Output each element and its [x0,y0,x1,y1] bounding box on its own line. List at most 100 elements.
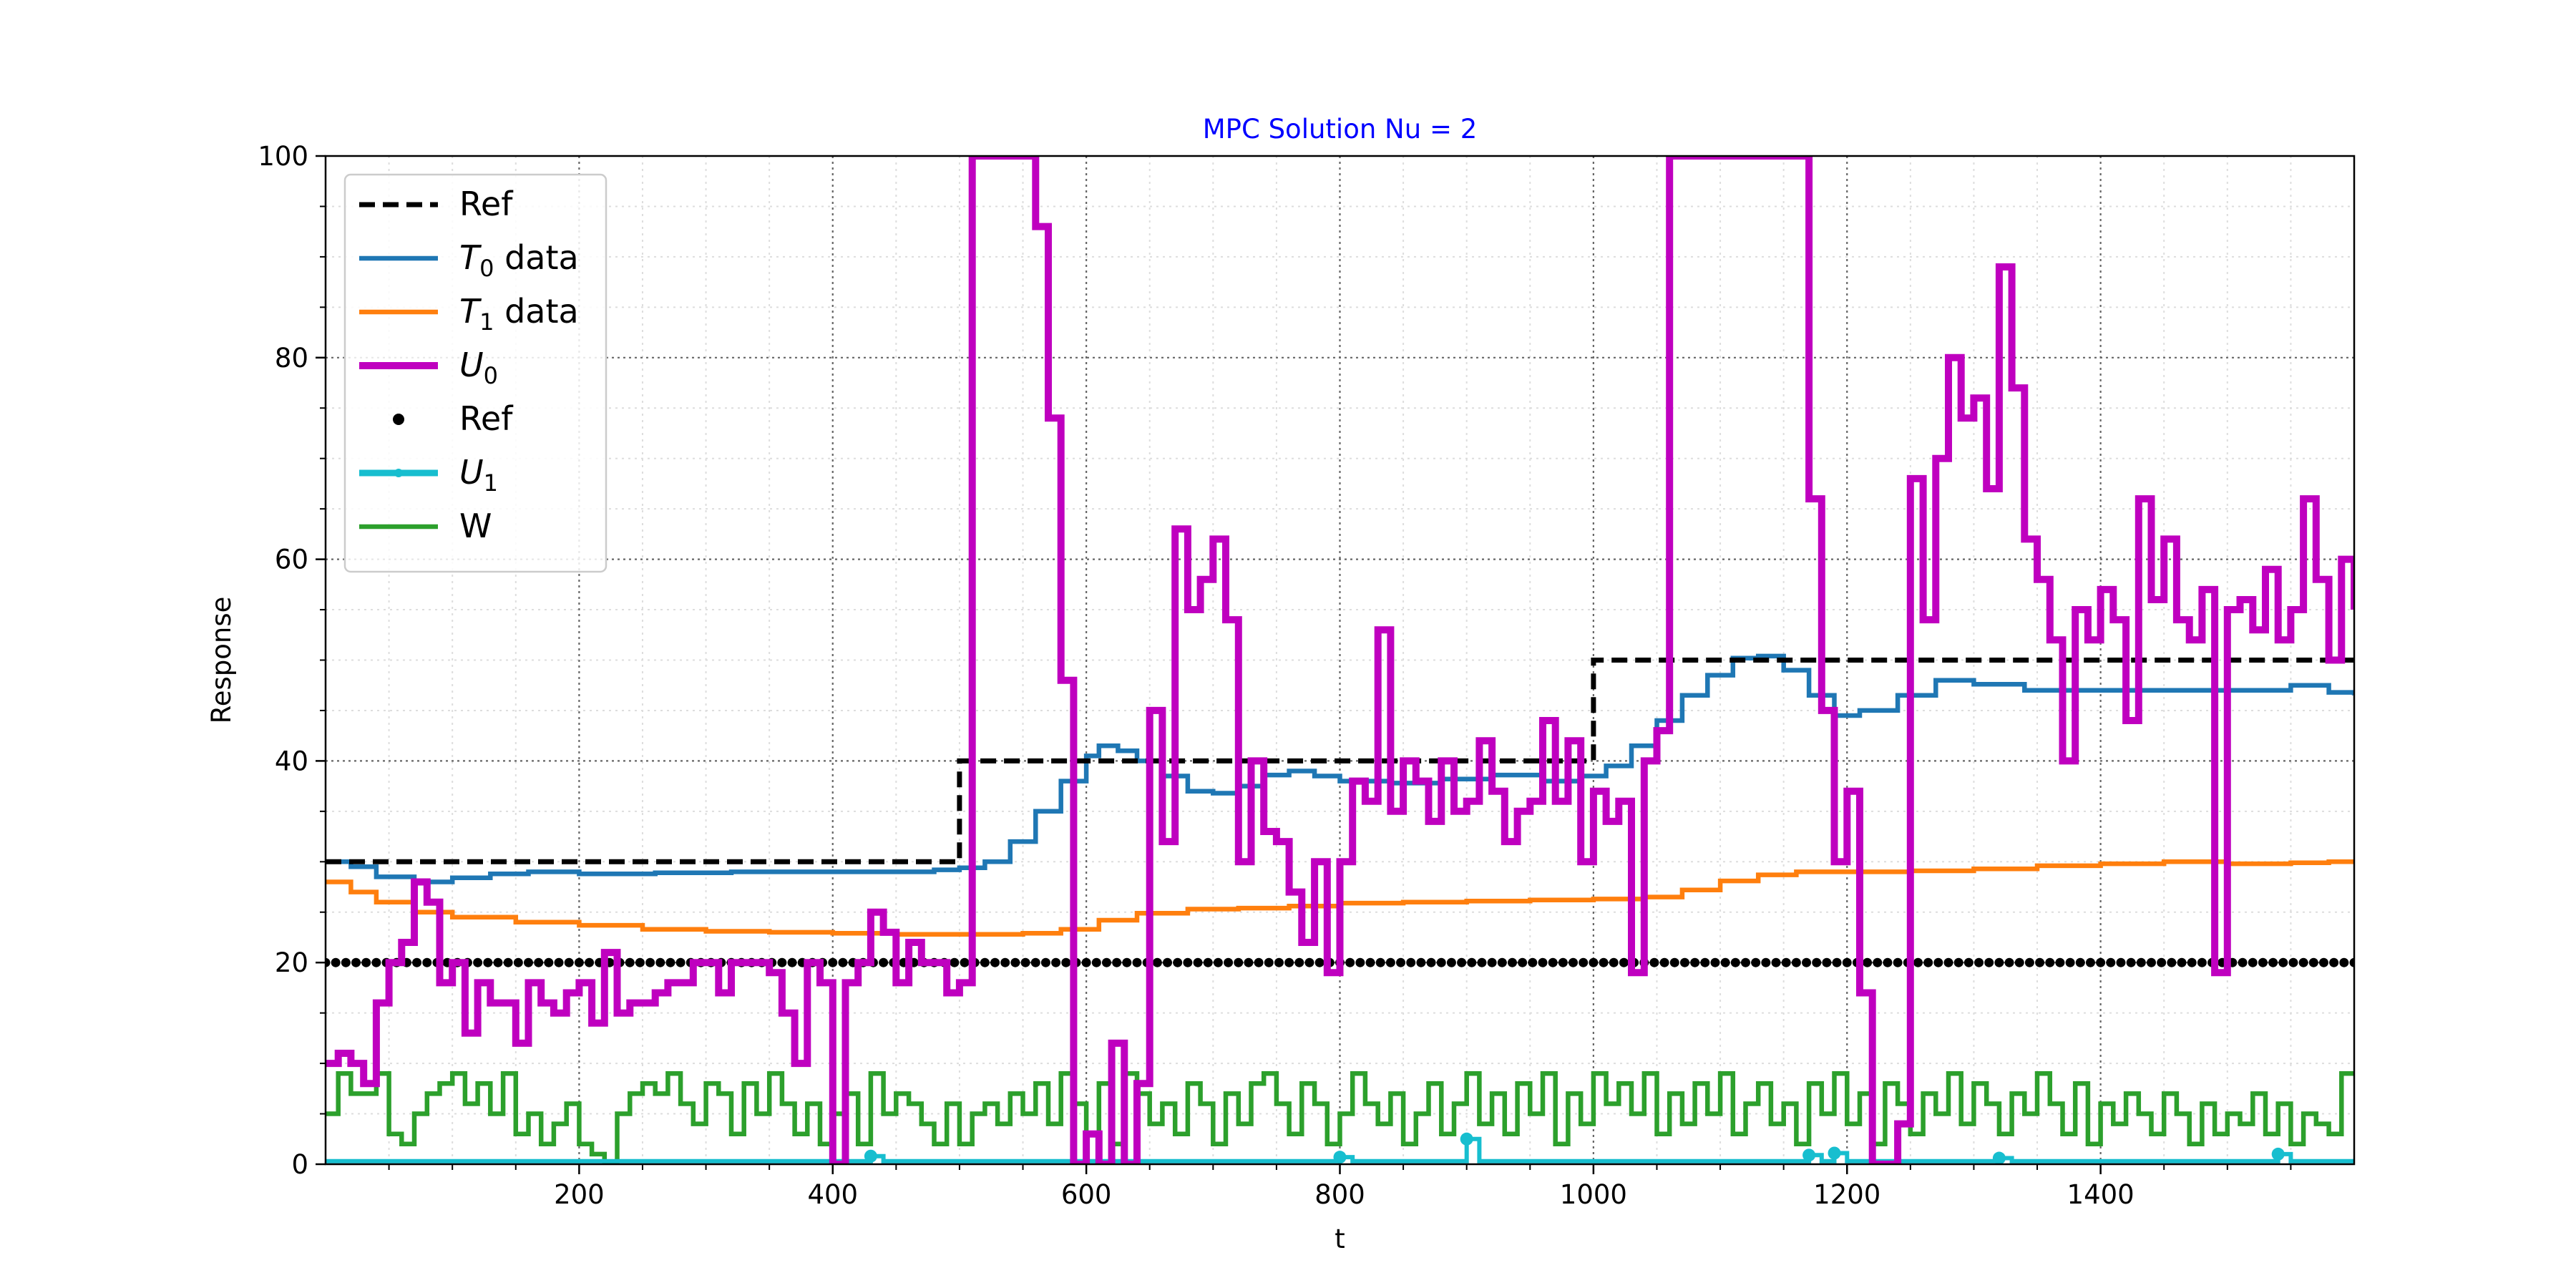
u1-marker [1460,1132,1473,1146]
ref-dot [1913,957,1923,967]
series-line [326,653,2354,884]
ref-dot [1710,957,1720,967]
ref-dot [483,957,493,967]
ref-dot [1030,957,1040,967]
legend-label: U0 [459,346,498,389]
axes: 200 400 600 800 1000 1200 1400 0 20 40 60 80 100 [258,141,2356,1210]
ref-dot [990,957,1000,967]
legend-item: T0 data [359,238,579,282]
ref-dot [585,957,595,967]
ref-dot [1953,957,1963,967]
legend-label: T1 data [459,292,579,336]
ref-dot [1284,957,1294,967]
ref-dot [1558,957,1568,967]
ref-dot [544,957,554,967]
ref-dot [1234,957,1244,967]
ref-dot [1091,957,1101,967]
ref-dot [2308,957,2318,967]
ref-dot [2177,957,2187,967]
ref-dot [1649,957,1659,967]
ref-dot [1741,957,1750,967]
u1-marker [1802,1148,1816,1162]
ref-dot [1700,957,1710,967]
ref-dot [1000,957,1010,967]
ref-dot [2248,957,2258,967]
ref-dot [1355,957,1365,967]
ref-dot [564,957,574,967]
ref-dot [2024,957,2034,967]
ref-dot [1122,957,1132,967]
u1-marker [1992,1151,2006,1164]
ref-dot [1974,957,1984,967]
ref-dot [675,957,686,967]
ref-dot [1061,957,1071,967]
legend-label: T0 data [459,238,579,282]
ref-dot [1720,957,1730,967]
ref-dot [534,957,544,967]
ref-dot [1396,957,1406,967]
legend-label: Ref [459,399,514,438]
ref-dot [2339,957,2349,967]
ref-dot [2085,957,2095,967]
y-tick-label: 60 [275,545,308,575]
legend-marker [394,469,403,477]
ref-dot [1873,957,1883,967]
ref-dot [1224,957,1234,967]
ref-dot [524,957,533,967]
ref-dot [960,957,970,967]
y-tick-label: 80 [275,343,308,374]
ref-dot [1365,957,1375,967]
ref-dot [2187,957,2197,967]
ref-dot [1040,957,1050,967]
ref-dot [1477,957,1487,967]
y-tick-label: 0 [291,1149,308,1180]
ref-dot [1751,957,1761,967]
ref-dot [1304,957,1314,967]
x-tick-label: 1200 [1813,1179,1880,1210]
x-tick-label: 600 [1061,1179,1112,1210]
ref-dot [2065,957,2075,967]
ref-dot [1568,957,1579,967]
ref-dot [513,957,523,967]
ref-dot [371,957,381,967]
plot-area [326,156,2354,1164]
ref-dot [1679,957,1689,967]
ref-dot [1081,957,1091,967]
ref-dot [2136,957,2146,967]
ref-dot [1863,957,1873,967]
ref-dot [1619,957,1629,967]
x-tick-label: 200 [554,1179,605,1210]
y-axis-label: Response [206,597,237,724]
ref-dot [1923,957,1933,967]
ref-dot [2329,957,2339,967]
ref-dot [980,957,990,967]
ref-dot [1528,957,1538,967]
y-tick-label: 20 [275,947,308,978]
ref-dot [1467,957,1477,967]
ref-dot [2278,957,2288,967]
u1-marker [1828,1146,1841,1160]
series-w [326,1070,2354,1164]
ref-dot [1152,957,1162,967]
ref-dot [1254,957,1264,967]
ref-dot [879,957,889,967]
ref-dot [554,957,564,967]
x-tick-label: 1000 [1560,1179,1627,1210]
ref-dot [1771,957,1781,967]
ref-dot [635,957,645,967]
ref-dot [1761,957,1771,967]
u1-marker [2271,1147,2285,1161]
x-tick-label: 400 [807,1179,858,1210]
ref-dot [1669,957,1679,967]
ref-dot [2045,957,2055,967]
legend: Ref T0 data T1 data U0 Ref U1 W [343,173,608,573]
ref-dot [1579,957,1589,967]
ref-dot [1984,957,1994,967]
ref-dot [1812,957,1822,967]
series-t0-data [326,653,2354,884]
ref-dot [1112,957,1122,967]
ref-dot [1264,957,1274,967]
ref-dot [2298,957,2308,967]
series-u1 [326,1132,2354,1164]
y-tick-label: 100 [258,141,308,172]
